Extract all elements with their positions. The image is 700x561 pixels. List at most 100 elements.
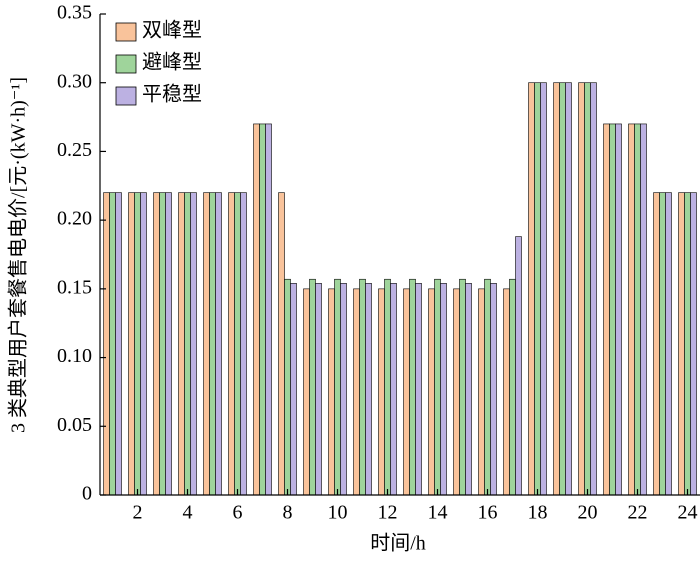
bar [584,82,591,496]
y-tick-label: 0.10 [57,345,92,367]
bar [690,192,697,496]
bar [653,192,660,496]
bar [628,123,635,496]
bar [284,278,291,496]
y-tick-label: 0.20 [57,208,92,230]
bar [153,192,160,496]
bar [378,288,385,496]
bar [459,278,466,496]
bar [615,123,622,496]
bar [184,192,191,496]
bar [384,278,391,496]
bar [215,192,222,496]
x-tick-label: 18 [528,502,548,524]
x-tick-label: 16 [478,502,498,524]
bar [478,288,485,496]
legend-label: 双峰型 [142,19,202,42]
bar [453,288,460,496]
bar [534,82,541,496]
bar [315,283,322,496]
x-tick-label: 12 [378,502,398,524]
bar [515,236,522,496]
x-tick-label: 6 [233,502,243,524]
bar [365,283,372,496]
legend-label: 平稳型 [142,83,202,106]
bar [640,123,647,496]
bar [278,192,285,496]
bar [609,123,616,496]
y-tick-label: 0.35 [57,2,92,24]
legend-label: 避峰型 [142,51,202,74]
bar [359,278,366,496]
bar [140,192,147,496]
bar [128,192,135,496]
bar [503,288,510,496]
x-axis-label: 时间/h [370,532,426,555]
x-tick-label: 14 [428,502,448,524]
bar [259,123,266,496]
bar [203,192,210,496]
bar [353,288,360,496]
y-tick-label: 0 [82,483,92,505]
bar [465,283,472,496]
bar [415,283,422,496]
x-tick-label: 10 [328,502,348,524]
bar [484,278,491,496]
legend-swatch [115,86,137,106]
bar [634,123,641,496]
bar [565,82,572,496]
legend-swatch [115,54,137,74]
y-axis-label: 3 类典型用户套餐售电电价/[元·(kW·h)⁻¹] [7,77,30,433]
bar [434,278,441,496]
y-tick-label: 0.15 [57,276,92,298]
bar [165,192,172,496]
bar [309,278,316,496]
bar [509,278,516,496]
x-tick-label: 24 [678,502,698,524]
bar [665,192,672,496]
bar [578,82,585,496]
bar [409,278,416,496]
y-tick-label: 0.30 [57,70,92,92]
bar [603,123,610,496]
bar [684,192,691,496]
bar [428,288,435,496]
bar [390,283,397,496]
x-tick-label: 8 [283,502,293,524]
x-tick-label: 2 [133,502,143,524]
bar [490,283,497,496]
bar [115,192,122,496]
bar [403,288,410,496]
bar [659,192,666,496]
bar [253,123,260,496]
bar [340,283,347,496]
bar [540,82,547,496]
bar [265,123,272,496]
bar [590,82,597,496]
legend-swatch [115,22,137,42]
bar [328,288,335,496]
bar [303,288,310,496]
bar [290,283,297,496]
bar [440,283,447,496]
bar [559,82,566,496]
bar [234,192,241,496]
bar [209,192,216,496]
bar [109,192,116,496]
y-tick-label: 0.05 [57,414,92,436]
bar [553,82,560,496]
bar [334,278,341,496]
bar [134,192,141,496]
x-tick-label: 4 [183,502,193,524]
x-tick-label: 22 [628,502,648,524]
bar [178,192,185,496]
bar [159,192,166,496]
bar [103,192,110,496]
x-tick-label: 20 [578,502,598,524]
bar [528,82,535,496]
bar [678,192,685,496]
y-tick-label: 0.25 [57,139,92,161]
bar [240,192,247,496]
bar [228,192,235,496]
